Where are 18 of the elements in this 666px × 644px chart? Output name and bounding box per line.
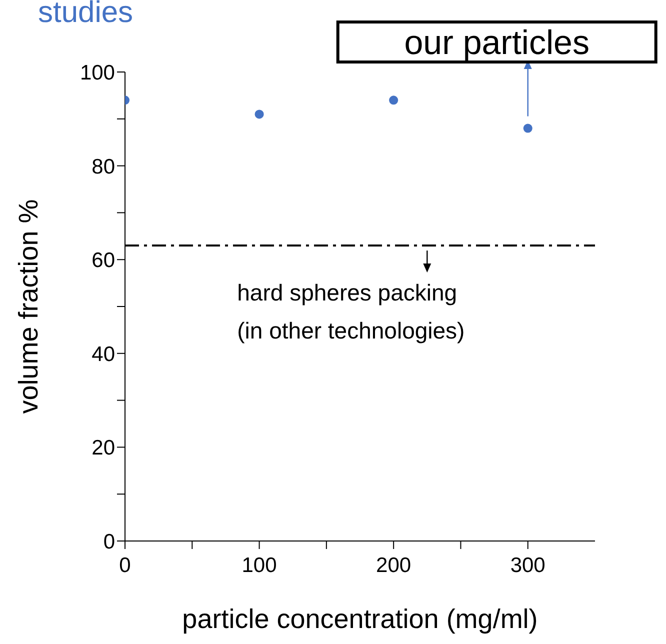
y-axis-title: volume fraction % — [14, 199, 44, 414]
point — [389, 96, 398, 105]
chart-title: studies — [38, 0, 134, 30]
x-tick-label: 200 — [376, 554, 412, 577]
annotation: hard spheres packing (in other technologies) — [237, 280, 465, 344]
y-tick-label: 40 — [92, 342, 115, 366]
point — [254, 110, 264, 119]
y-tick-label: 20 — [92, 436, 115, 460]
y-tick-label: 60 — [92, 249, 115, 272]
x-axis-title: particle concentration (mg/ml) — [182, 604, 538, 634]
y-tick-label: 0 — [103, 530, 115, 554]
y-tick-label: 80 — [92, 155, 115, 178]
annotation: our particles — [404, 24, 590, 62]
point — [523, 124, 532, 133]
x-tick-label: 300 — [510, 554, 546, 577]
x-tick-label: 0 — [119, 554, 131, 577]
x-tick-label: 100 — [242, 554, 277, 577]
y-tick-label: 100 — [80, 61, 115, 84]
